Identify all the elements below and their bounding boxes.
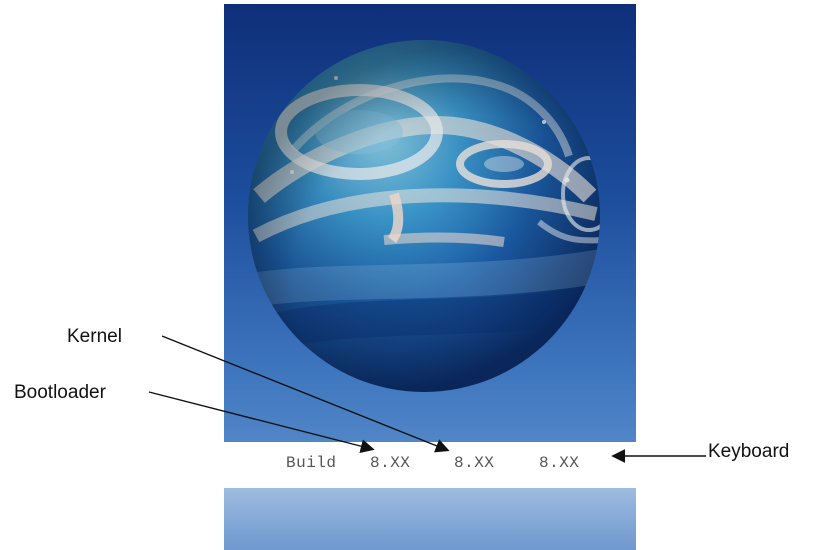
globe-splash-image [248,40,600,392]
bootloader-callout-label: Bootloader [14,382,106,403]
build-label: Build [286,454,337,472]
build-info-bar [224,442,636,488]
keyboard-version: 8.XX [539,454,580,472]
bootloader-version: 8.XX [370,454,411,472]
kernel-version: 8.XX [454,454,495,472]
boot-screen: Build 8.XX 8.XX 8.XX [224,4,636,550]
keyboard-callout-label: Keyboard [708,441,790,462]
bootloader-callout-arrow [148,391,375,454]
kernel-callout-arrow [161,335,450,453]
kernel-callout-label: Kernel [67,326,122,347]
bottom-band [224,488,636,550]
